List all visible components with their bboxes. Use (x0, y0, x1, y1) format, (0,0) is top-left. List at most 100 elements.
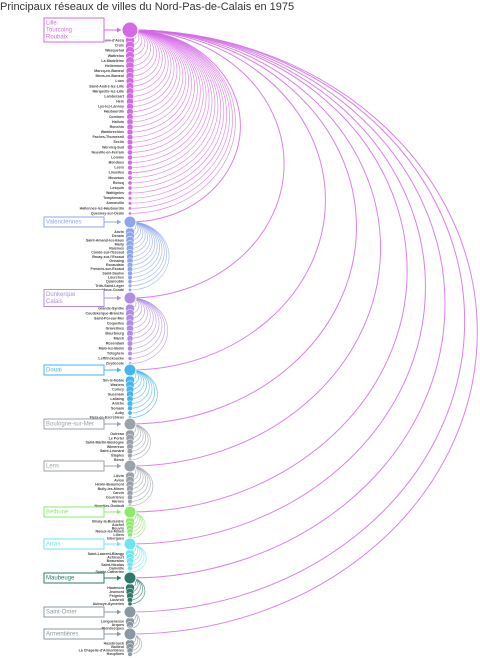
town-node (127, 159, 133, 166)
town-label: Fresnes-sur-Escaut (90, 267, 124, 271)
link-arc (129, 221, 170, 291)
town-label: Saint-Léonard (100, 449, 124, 453)
town-label: Comines (109, 115, 124, 119)
town-label: Marcq-en-Barœul (94, 69, 124, 73)
link-arc (129, 29, 285, 299)
pole-arrowhead (117, 631, 121, 637)
town-node (126, 139, 134, 146)
link-arc (129, 29, 233, 209)
town-node (127, 154, 133, 161)
link-arc (129, 29, 184, 123)
town-label: Quarouble (106, 280, 124, 284)
link-arc (129, 29, 178, 113)
town-label: Waziers (111, 383, 124, 387)
town-label: Quesnoy-sur-Deûle (91, 211, 124, 215)
town-label: Harnes (112, 500, 124, 504)
town-label: Bondues (109, 161, 124, 165)
pole-arrowhead (117, 219, 121, 225)
town-label: Mouvaux (108, 176, 124, 180)
town-node (127, 185, 133, 191)
town-label: Templemars (103, 196, 124, 200)
town-label: Saint-Martin-Boulogne (85, 441, 124, 445)
town-label: Saint-André-lez-Lille (89, 84, 124, 88)
town-label: Saint-Nicolas (101, 563, 124, 567)
pole-arrowhead (117, 27, 121, 33)
town-label: Lys-lez-Lannoy (98, 105, 124, 109)
town-label: Haubourdin (104, 110, 124, 114)
town-label: Wattrelos (108, 54, 124, 58)
town-label: Téteghem (107, 351, 124, 355)
pole-label: Boulogne-sur-Mer (46, 422, 94, 428)
town-label: Lesquin (110, 186, 124, 190)
pole-label: Lens (46, 464, 59, 470)
town-label: Marck (114, 336, 124, 340)
pole-node (121, 21, 139, 39)
pole-label-box (43, 17, 105, 43)
town-label: Blendecques (102, 626, 124, 630)
town-label: Gravelines (106, 326, 124, 330)
town-node (127, 165, 133, 171)
pole-label: Armentières (46, 632, 78, 638)
town-label: Hem (116, 100, 124, 104)
town-label: Beaurains (107, 559, 124, 563)
town-node (127, 345, 133, 352)
link-arc (129, 465, 154, 507)
town-label: Cuincy (112, 388, 124, 392)
town-node (127, 149, 133, 156)
link-arc (129, 29, 478, 635)
town-label: Malo-les-Bains (99, 346, 124, 350)
link-arc (129, 423, 151, 461)
link-arc (129, 29, 326, 371)
town-node (127, 410, 133, 416)
town-label: Hautmont (107, 586, 125, 590)
link-arc (129, 29, 216, 179)
link-arc (129, 29, 169, 97)
town-label: Neuville-en-Ferrain (91, 150, 124, 154)
town-label: Saint-Saulve (102, 271, 124, 275)
pole-label: Tourcoing (46, 28, 72, 34)
link-arc (129, 29, 192, 138)
town-label: Feignies (109, 594, 124, 598)
town-label: Raismes (109, 247, 124, 251)
town-label: Noeux-les-Mines (95, 530, 124, 534)
link-arc (129, 29, 446, 579)
pole-arrowhead (117, 509, 121, 515)
pole-label: Valenciennes (46, 220, 82, 226)
town-label: Bailleul (111, 645, 124, 649)
town-label: Arques (112, 623, 124, 627)
town-node (127, 175, 133, 181)
pole-label: Douai (46, 368, 62, 374)
town-label: Anzin (114, 230, 124, 234)
town-node (127, 356, 133, 361)
town-label: Wervicq-Sud (102, 145, 124, 149)
town-label: Carvin (113, 491, 124, 495)
pole-node (123, 627, 137, 641)
link-arc (129, 29, 207, 163)
town-node (127, 201, 133, 206)
town-label: Lambersart (104, 94, 124, 98)
link-arc (129, 29, 236, 214)
town-label: Bully-les-Mines (98, 487, 124, 491)
town-node (128, 206, 132, 211)
town-label: Aniche (112, 402, 124, 406)
town-label: Trith-Saint-Léger (95, 284, 124, 288)
town-label: Saint-Pol-sur-Mer (94, 316, 125, 320)
pole-node (123, 571, 137, 585)
town-label: Houplines (107, 652, 124, 656)
town-label: Wasquehal (105, 49, 124, 53)
town-label: Auby (115, 411, 124, 415)
town-label: Louvroil (110, 598, 124, 602)
town-node (127, 190, 133, 196)
town-label: Rosendaël (106, 341, 124, 345)
town-label: Bruay-sur-l'Escaut (92, 255, 125, 259)
town-node (128, 287, 132, 292)
town-label: Hénin-Beaumont (95, 483, 125, 487)
arcs (129, 29, 478, 655)
town-label: Wattignies (106, 191, 124, 195)
town-label: Roncq (113, 181, 124, 185)
town-label: Dainville (109, 566, 124, 570)
town-label: Marly (115, 242, 124, 246)
pole-label: Dunkerque (46, 292, 76, 298)
link-arc (129, 29, 241, 223)
town-node (127, 651, 133, 657)
